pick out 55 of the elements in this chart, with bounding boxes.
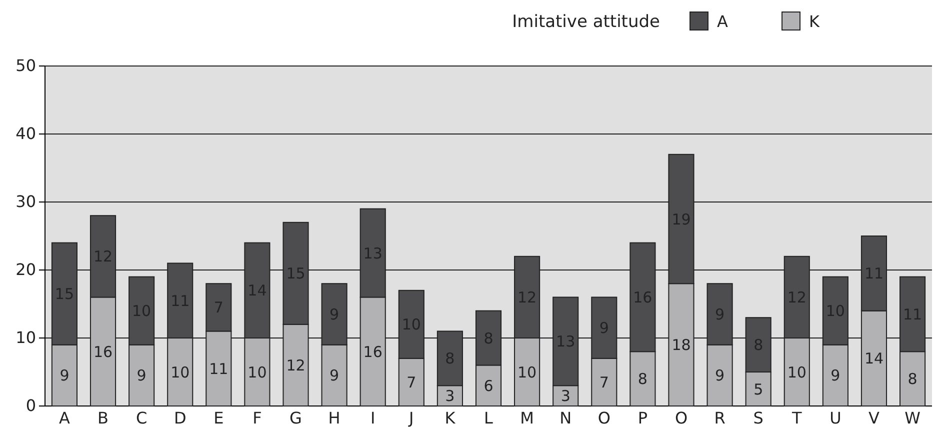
x-tick-label: C [136, 408, 148, 427]
x-tick-label: K [444, 408, 456, 427]
data-label: 10 [248, 363, 267, 382]
data-label: 9 [136, 366, 146, 385]
data-label: 9 [60, 366, 70, 385]
legend-label: K [809, 12, 820, 31]
data-label: 9 [330, 366, 340, 385]
x-tick-label: B [98, 408, 109, 427]
x-tick-label: O [598, 408, 610, 427]
data-label: 9 [830, 366, 840, 385]
x-tick-label: O [674, 408, 688, 427]
data-label: 18 [672, 336, 691, 354]
x-tick-label: A [58, 408, 70, 427]
x-tick-label: W [904, 408, 921, 427]
y-tick-label: 50 [16, 56, 36, 76]
data-label: 6 [484, 376, 494, 395]
x-tick-label: V [868, 408, 880, 427]
data-label: 10 [170, 363, 190, 382]
x-tick-label: I [370, 408, 376, 427]
x-tick-label: D [174, 408, 186, 427]
y-tick-label: 10 [16, 328, 36, 348]
x-tick-label: P [638, 408, 648, 427]
x-tick-label: R [714, 408, 726, 427]
data-label: 11 [209, 360, 228, 378]
data-label: 3 [445, 387, 455, 406]
x-tick-label: J [408, 408, 414, 427]
x-tick-label: S [753, 408, 764, 427]
x-tick-label: H [328, 408, 340, 427]
legend-title: Imitative attitude [512, 12, 660, 32]
x-tick-label: G [290, 408, 302, 427]
x-tick-label: T [790, 408, 802, 427]
data-label: 7 [599, 373, 609, 392]
x-tick-label: L [484, 408, 494, 427]
data-label: 7 [406, 373, 416, 392]
data-label: 8 [908, 370, 918, 388]
data-label: 16 [363, 342, 382, 361]
data-label: 8 [638, 370, 648, 388]
data-label: 16 [93, 342, 113, 361]
x-tick-label: E [214, 408, 224, 427]
x-tick-label: M [520, 408, 534, 427]
y-tick-label: 20 [16, 260, 36, 280]
y-tick-label: 0 [26, 396, 36, 416]
data-label: 12 [286, 356, 306, 374]
y-tick-label: 30 [16, 192, 36, 212]
data-label: 3 [560, 387, 570, 406]
data-label: 10 [787, 363, 806, 382]
x-tick-label: F [252, 408, 262, 427]
data-label: 9 [715, 366, 725, 385]
y-tick-label: 40 [16, 124, 36, 144]
x-tick-label: U [830, 408, 842, 427]
data-label: 14 [864, 350, 884, 368]
legend-label: A [717, 12, 728, 31]
data-label: 5 [754, 380, 764, 398]
x-tick-label: N [560, 408, 572, 427]
data-label: 10 [518, 363, 537, 382]
